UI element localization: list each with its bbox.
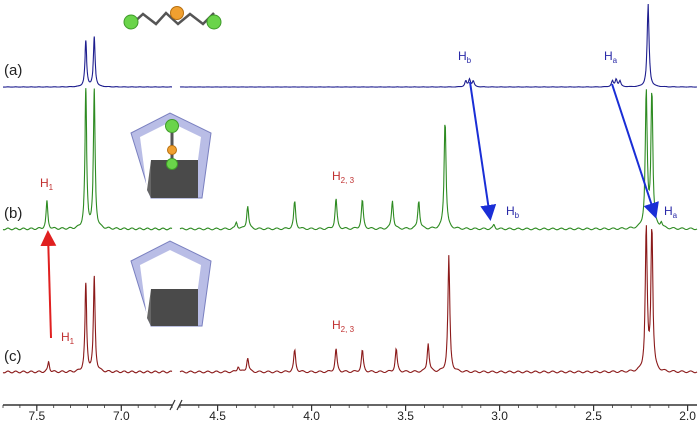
- x-tick-label: 2.5: [585, 409, 602, 423]
- x-tick-label: 7.0: [113, 409, 130, 423]
- spectrum-c-segment-1: [2, 275, 173, 374]
- annotation-hb-a: Hb: [458, 49, 472, 65]
- annotation-hb-b: Hb: [506, 204, 520, 220]
- x-tick-label: 4.0: [303, 409, 320, 423]
- axis-break-mark: [176, 399, 183, 411]
- arrow-hb-shift: [469, 81, 497, 221]
- pillararene-host-illustration: [130, 240, 212, 327]
- pillararene-host-guest-illustration: [130, 112, 212, 199]
- axis-break-mark: [169, 399, 176, 411]
- x-tick-label: 3.0: [491, 409, 508, 423]
- x-axis: 7.5 7.0 4.5 4.0 3.5 3.0 2.5 2.0: [2, 399, 697, 423]
- spectrum-a-segment-1: [3, 36, 172, 88]
- arrow-h1-shift: [40, 230, 57, 339]
- arrow-ha-shift: [611, 83, 659, 219]
- annotation-h23-b: H2, 3: [332, 169, 355, 185]
- spectrum-c-segment-2: [179, 225, 698, 374]
- spectrum-b-segment-2: [179, 89, 698, 231]
- annotation-h23-c: H2, 3: [332, 318, 355, 334]
- annotation-h1-c: H1: [61, 330, 75, 346]
- annotation-ha-a: Ha: [604, 49, 618, 65]
- trace-label-b: (b): [4, 205, 22, 222]
- guest-molecule-illustration: [123, 6, 222, 30]
- trace-label-a: (a): [4, 62, 22, 79]
- trace-label-c: (c): [4, 348, 22, 365]
- x-tick-label: 2.0: [679, 409, 696, 423]
- x-tick-label: 4.5: [209, 409, 226, 423]
- x-tick-label: 7.5: [28, 409, 45, 423]
- x-tick-label: 3.5: [397, 409, 414, 423]
- spectrum-a-segment-2: [179, 3, 697, 88]
- spectrum-b-segment-1: [2, 88, 173, 231]
- annotation-h1-b: H1: [40, 176, 54, 192]
- annotation-ha-b: Ha: [664, 204, 678, 220]
